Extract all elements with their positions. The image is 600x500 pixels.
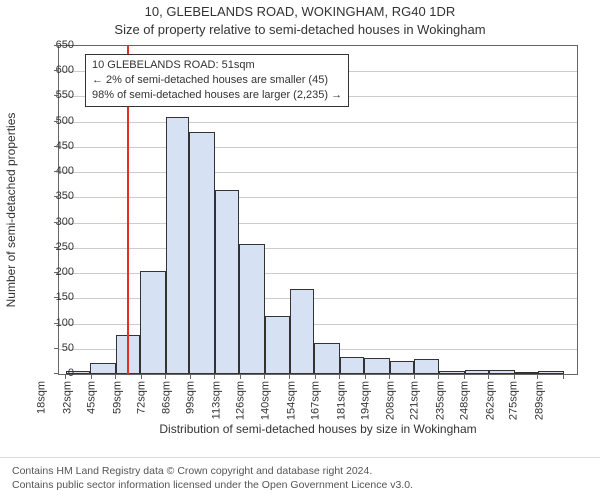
histogram-bar xyxy=(166,117,190,374)
xtick-mark xyxy=(464,375,465,379)
gridline xyxy=(59,197,577,198)
ytick-mark xyxy=(54,348,58,349)
ytick-mark xyxy=(54,171,58,172)
ytick-mark xyxy=(54,70,58,71)
xtick-mark xyxy=(190,375,191,379)
xtick-mark xyxy=(141,375,142,379)
plot-area: 10 GLEBELANDS ROAD: 51sqm← 2% of semi-de… xyxy=(58,45,578,375)
histogram-bar xyxy=(90,363,116,374)
histogram-bar xyxy=(265,316,291,374)
histogram-bar xyxy=(439,371,465,374)
xtick-mark xyxy=(315,375,316,379)
footer-line-1: Contains HM Land Registry data © Crown c… xyxy=(12,464,588,478)
ytick-mark xyxy=(54,121,58,122)
xtick-mark xyxy=(514,375,515,379)
xtick-mark xyxy=(240,375,241,379)
histogram-bar xyxy=(140,271,166,374)
ytick-mark xyxy=(54,272,58,273)
gridline xyxy=(59,324,577,325)
x-axis-label: Distribution of semi-detached houses by … xyxy=(58,422,578,436)
gridline xyxy=(59,273,577,274)
histogram-bar xyxy=(515,372,539,374)
xtick-mark xyxy=(537,375,538,379)
ytick-mark xyxy=(54,323,58,324)
gridline xyxy=(59,248,577,249)
histogram-bar xyxy=(390,361,414,374)
histogram-bar xyxy=(340,357,364,374)
ytick-mark xyxy=(54,222,58,223)
y-axis-label: Number of semi-detached properties xyxy=(4,45,18,375)
xtick-mark xyxy=(414,375,415,379)
xtick-mark xyxy=(289,375,290,379)
xtick-mark xyxy=(563,375,564,379)
histogram-bar xyxy=(465,370,489,374)
chart-title-main: 10, GLEBELANDS ROAD, WOKINGHAM, RG40 1DR xyxy=(0,4,600,19)
xtick-mark xyxy=(488,375,489,379)
ytick-mark xyxy=(54,95,58,96)
ytick-mark xyxy=(54,146,58,147)
ytick-mark xyxy=(54,247,58,248)
xtick-mark xyxy=(65,375,66,379)
xtick-mark xyxy=(115,375,116,379)
gridline xyxy=(59,298,577,299)
xtick-mark xyxy=(339,375,340,379)
xtick-mark xyxy=(365,375,366,379)
xtick-mark xyxy=(165,375,166,379)
gridline xyxy=(59,223,577,224)
histogram-bar xyxy=(215,190,239,374)
gridline xyxy=(59,172,577,173)
histogram-bar xyxy=(538,371,564,374)
xtick-mark xyxy=(264,375,265,379)
histogram-bar xyxy=(364,358,390,374)
ytick-mark xyxy=(54,196,58,197)
chart-footer: Contains HM Land Registry data © Crown c… xyxy=(0,457,600,500)
chart-container: 10, GLEBELANDS ROAD, WOKINGHAM, RG40 1DR… xyxy=(0,0,600,440)
info-box-line: 98% of semi-detached houses are larger (… xyxy=(92,88,342,103)
gridline xyxy=(59,147,577,148)
ytick-mark xyxy=(54,373,58,374)
info-box-line: 10 GLEBELANDS ROAD: 51sqm xyxy=(92,58,342,73)
xtick-label: 289sqm xyxy=(534,381,593,420)
info-box-line: ← 2% of semi-detached houses are smaller… xyxy=(92,73,342,88)
ytick-mark xyxy=(54,297,58,298)
histogram-bar xyxy=(314,343,340,374)
ytick-mark xyxy=(54,45,58,46)
chart-title-sub: Size of property relative to semi-detach… xyxy=(0,22,600,37)
chart-info-box: 10 GLEBELANDS ROAD: 51sqm← 2% of semi-de… xyxy=(85,54,349,107)
xtick-mark xyxy=(214,375,215,379)
histogram-bar xyxy=(414,359,440,374)
histogram-bar xyxy=(489,370,515,374)
histogram-bar xyxy=(189,132,215,374)
xtick-mark xyxy=(91,375,92,379)
gridline xyxy=(59,122,577,123)
histogram-bar xyxy=(239,244,265,374)
footer-line-2: Contains public sector information licen… xyxy=(12,478,588,492)
xtick-mark xyxy=(438,375,439,379)
histogram-bar xyxy=(290,289,314,374)
xtick-mark xyxy=(389,375,390,379)
